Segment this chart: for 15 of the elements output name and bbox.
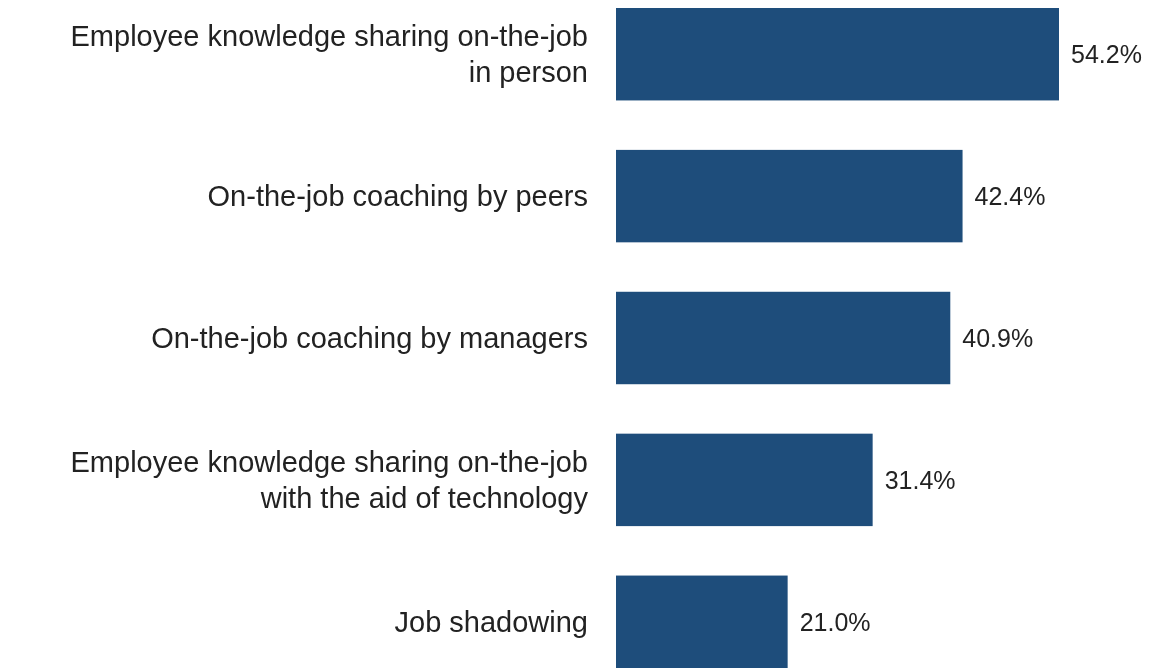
bar (616, 575, 788, 668)
y-tick-label: Job shadowing (394, 605, 588, 638)
bar (616, 149, 963, 243)
bar (616, 433, 873, 527)
bar (616, 291, 951, 385)
data-label: 40.9% (962, 323, 1034, 352)
data-label: 42.4% (974, 181, 1046, 210)
data-label: 54.2% (1071, 39, 1142, 68)
y-tick-label: On-the-job coaching by peers (207, 180, 588, 213)
data-label: 31.4% (884, 465, 956, 494)
y-tick-label: Employee knowledge sharing on-the-job in person (70, 20, 588, 89)
y-tick-label: Employee knowledge sharing on-the-job with the aid of technology (70, 446, 589, 515)
bar (616, 8, 1059, 101)
data-label: 21.0% (799, 607, 871, 636)
y-tick-label: On-the-job coaching by managers (151, 322, 588, 355)
